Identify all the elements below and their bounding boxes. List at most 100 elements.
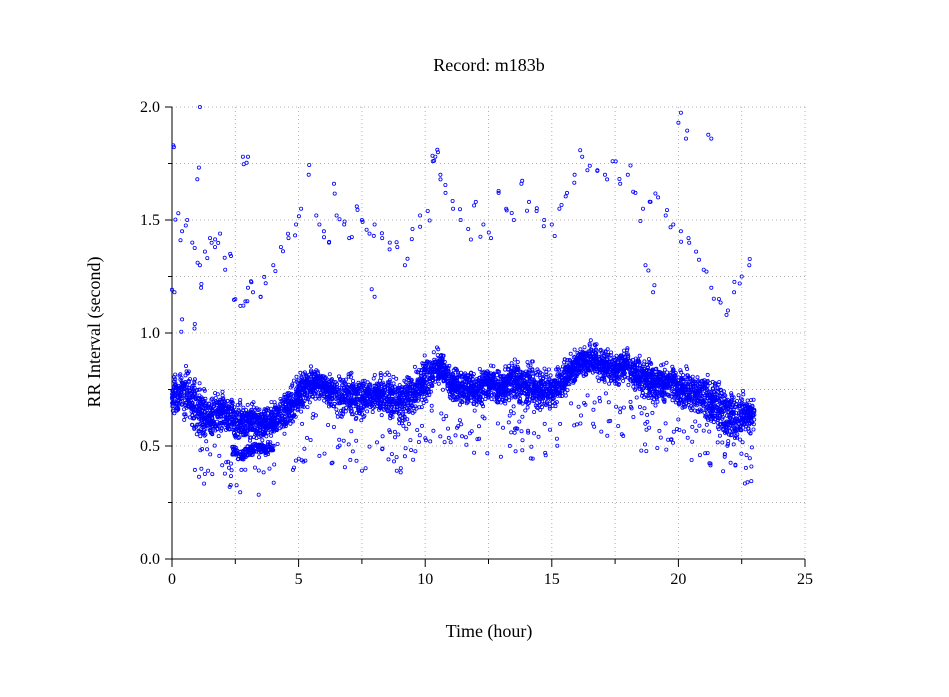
band-point (409, 403, 414, 408)
band-point (245, 402, 250, 407)
band-point (637, 381, 642, 386)
band-point (326, 399, 331, 404)
grid-lines (171, 106, 806, 560)
band-point (420, 383, 425, 388)
band-point (471, 401, 476, 406)
band-point (343, 393, 348, 398)
band-point (467, 389, 472, 394)
band-point (498, 391, 503, 396)
band-point (402, 415, 407, 420)
band-point (653, 403, 658, 408)
band-point (282, 402, 287, 407)
band-point (718, 394, 723, 399)
band-point (484, 393, 489, 398)
band-point (555, 365, 560, 370)
band-point (599, 365, 604, 370)
band-point (532, 379, 537, 384)
band-point (509, 361, 514, 366)
band-point (353, 402, 358, 407)
band-point (690, 395, 695, 400)
band-point (230, 403, 235, 408)
band-point (350, 399, 355, 404)
band-point (236, 407, 241, 412)
band-point (489, 383, 494, 388)
band-point (446, 389, 451, 394)
band-point (554, 388, 559, 393)
band-point (179, 390, 184, 395)
band-point (525, 360, 530, 365)
y-tick-label: 0.5 (140, 438, 160, 455)
band-point (241, 426, 246, 431)
band-point (681, 404, 686, 409)
band-point (305, 375, 310, 380)
band-point (378, 406, 383, 411)
band-point (517, 392, 522, 397)
band-point (606, 366, 611, 371)
band-point (302, 391, 307, 396)
band-point (367, 385, 372, 390)
band-point (608, 353, 613, 358)
band-point (380, 380, 385, 385)
y-tick-label: 1.0 (140, 325, 160, 342)
band-point (641, 362, 646, 367)
band-point (349, 408, 354, 413)
band-point (406, 397, 411, 402)
band-point (176, 406, 181, 411)
band-point (438, 359, 443, 364)
band-point (231, 421, 236, 426)
band-point (281, 424, 286, 429)
band-point (573, 367, 578, 372)
band-point (284, 406, 289, 411)
band-point (280, 402, 285, 407)
band-point (702, 378, 707, 383)
band-point (300, 391, 305, 396)
band-point (328, 399, 333, 404)
band-point (588, 367, 593, 372)
band-point (484, 372, 489, 377)
band-point (436, 347, 441, 352)
band-point (281, 397, 286, 402)
band-point (286, 418, 291, 423)
x-axis-label: Time (hour) (446, 621, 533, 642)
band-point (455, 394, 460, 399)
y-axis-label: RR Interval (second) (84, 257, 105, 408)
band-point (563, 393, 568, 398)
band-point (720, 440, 725, 445)
band-point (492, 392, 497, 397)
band-point (725, 402, 730, 407)
band-point (423, 366, 428, 371)
band-point (557, 390, 562, 395)
band-point (378, 371, 383, 376)
band-point (192, 426, 197, 431)
band-point (355, 396, 360, 401)
band-point (546, 391, 551, 396)
band-point (348, 406, 353, 411)
band-point (483, 396, 488, 401)
band-point (729, 391, 734, 396)
band-point (587, 359, 592, 364)
band-point (661, 381, 666, 386)
band-point (260, 420, 265, 425)
band-point (387, 378, 392, 383)
band-point (729, 393, 734, 398)
band-point (747, 429, 752, 434)
band-point (621, 358, 626, 363)
band-point (195, 407, 200, 412)
band-point (735, 398, 740, 403)
band-point (703, 381, 708, 386)
band-point (197, 407, 202, 412)
band-point (659, 363, 664, 368)
band-point (622, 348, 627, 353)
band-point (491, 391, 496, 396)
band-point (364, 389, 369, 394)
band-point (372, 372, 377, 377)
band-point (638, 365, 643, 370)
band-point (481, 404, 486, 409)
band-point (578, 347, 583, 352)
band-point (631, 368, 636, 373)
band-point (198, 403, 203, 408)
band-point (662, 397, 667, 402)
band-point (606, 373, 611, 378)
band-point (715, 420, 720, 425)
band-point (542, 401, 547, 406)
